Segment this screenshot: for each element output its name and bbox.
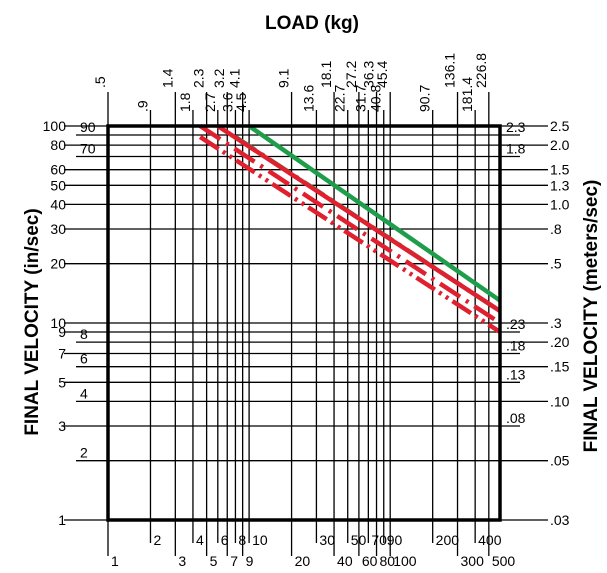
right-tick-label: 2.5: [550, 118, 570, 134]
right-tick-label: 1.3: [550, 177, 570, 193]
left-tick-label: 10: [50, 315, 66, 331]
bottom-tick-label: 30: [319, 532, 335, 548]
series-layer: [198, 124, 502, 334]
left-tick-label: 70: [80, 141, 96, 157]
bottom-tick-label: 9: [246, 553, 254, 569]
left-tick-label: 20: [50, 256, 66, 272]
left-tick-label: 2: [80, 445, 88, 461]
bottom-tick-label: 3: [178, 553, 186, 569]
bottom-tick-label: 20: [295, 553, 311, 569]
right-tick-label: 2.0: [550, 137, 570, 153]
left-tick-label: 100: [43, 118, 67, 134]
left-tick-label: 50: [50, 177, 66, 193]
bottom-tick-label: 6: [221, 532, 229, 548]
left-tick-label: 6: [80, 351, 88, 367]
right-tick-label: 1.8: [506, 141, 526, 157]
left-tick-label: 30: [50, 221, 66, 237]
bottom-tick-label: 40: [337, 553, 353, 569]
left-tick-label: 7: [58, 346, 66, 362]
right-tick-label: .03: [550, 512, 570, 528]
left-tick-label: 90: [80, 119, 96, 135]
right-tick-label: 1.0: [550, 196, 570, 212]
right-tick-label: .23: [506, 316, 526, 332]
bottom-tick-label: 80: [380, 553, 396, 569]
top-tick-label: 45.4: [374, 61, 390, 88]
top-tick-label: 2.3: [191, 68, 207, 88]
series-line-red-dashdotdot: [198, 135, 502, 334]
left-tick-label: 5: [58, 374, 66, 390]
left-tick-label: 8: [80, 326, 88, 342]
top-tick-label: 181.4: [459, 77, 475, 112]
bottom-tick-label: 90: [387, 532, 403, 548]
tick-label-layer: 1234567891020304050607080901002003004005…: [43, 53, 570, 569]
bottom-tick-label: 70: [371, 532, 387, 548]
top-tick-label: .9: [134, 100, 150, 112]
right-tick-label: .08: [506, 410, 526, 426]
top-tick-label: 1.8: [177, 92, 193, 112]
top-tick-label: 9.1: [276, 68, 292, 88]
top-tick-label: 3.2: [211, 68, 227, 88]
top-tick-label: 36.3: [361, 61, 377, 88]
left-tick-label: 4: [80, 385, 88, 401]
top-tick-label: 31.7: [352, 85, 368, 112]
left-tick-label: 80: [50, 137, 66, 153]
bottom-tick-label: 200: [436, 532, 460, 548]
series-line-red-dashdot: [198, 124, 502, 325]
right-tick-label: .10: [550, 393, 570, 409]
bottom-tick-label: 2: [153, 532, 161, 548]
right-tick-label: .13: [506, 366, 526, 382]
bottom-tick-label: 100: [393, 553, 417, 569]
top-tick-label: 18.1: [318, 61, 334, 88]
top-axis-title: LOAD (kg): [265, 13, 359, 34]
top-tick-label: 226.8: [473, 53, 489, 88]
bottom-tick-label: 60: [362, 553, 378, 569]
bottom-tick-label: 10: [252, 532, 268, 548]
bottom-tick-label: 300: [461, 553, 485, 569]
right-tick-label: .05: [550, 453, 570, 469]
left-tick-label: 9: [58, 324, 66, 340]
left-tick-label: 60: [50, 162, 66, 178]
top-tick-label: 4.5: [233, 92, 249, 112]
top-tick-label: 1.4: [159, 68, 175, 88]
top-tick-label: 22.7: [332, 85, 348, 112]
bottom-tick-label: 5: [210, 553, 218, 569]
right-tick-label: .5: [550, 256, 562, 272]
right-axis-title: FINAL VELOCITY (meters/sec): [581, 180, 602, 453]
left-tick-label: 40: [50, 196, 66, 212]
right-tick-label: .8: [550, 221, 562, 237]
left-axis-title: FINAL VELOCITY (in/sec): [22, 208, 43, 435]
top-tick-label: 3.6: [219, 92, 235, 112]
left-tick-label: 3: [58, 418, 66, 434]
top-tick-label: 27.2: [343, 61, 359, 88]
right-tick-label: .18: [506, 338, 526, 354]
right-tick-label: 2.3: [506, 119, 526, 135]
top-tick-label: 2.7: [202, 92, 218, 112]
top-tick-label: 90.7: [417, 85, 433, 112]
left-tick-label: 1: [58, 512, 66, 528]
right-tick-label: .3: [550, 315, 562, 331]
bottom-tick-label: 400: [478, 532, 502, 548]
bottom-tick-label: 500: [492, 553, 516, 569]
bottom-tick-label: 7: [230, 553, 238, 569]
top-tick-label: 136.1: [442, 53, 458, 88]
right-tick-label: .20: [550, 334, 570, 350]
right-tick-label: .15: [550, 359, 570, 375]
top-tick-label: .5: [92, 76, 108, 88]
top-tick-label: 40.8: [368, 85, 384, 112]
right-tick-label: 1.5: [550, 162, 570, 178]
bottom-tick-label: 4: [196, 532, 204, 548]
bottom-tick-label: 1: [111, 553, 119, 569]
top-tick-label: 13.6: [300, 85, 316, 112]
top-tick-label: 4.1: [227, 68, 243, 88]
series-line-red-solid: [216, 124, 502, 313]
series-line-green-solid: [247, 124, 502, 303]
